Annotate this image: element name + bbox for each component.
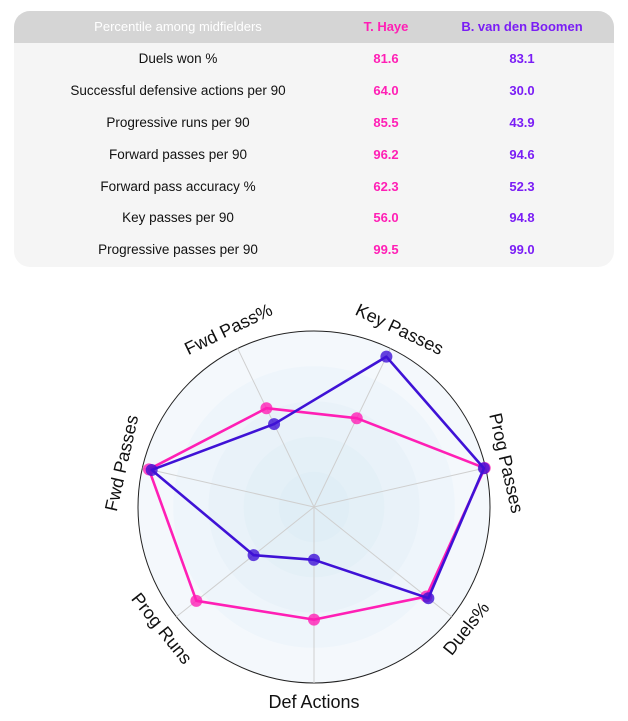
table-row: Progressive runs per 90 85.5 43.9	[14, 107, 614, 139]
row-player2-value: 52.3	[509, 178, 535, 194]
series-2-point	[247, 549, 260, 562]
row-player2-value: 83.1	[509, 51, 535, 66]
row-player1-value: 99.5	[373, 242, 399, 258]
row-metric: Progressive passes per 90	[98, 242, 258, 258]
axis-label: Prog Passes	[485, 411, 527, 515]
series-line-2	[150, 355, 486, 600]
header-player2: B. van den Boomen	[461, 19, 583, 34]
series-1-point	[350, 412, 363, 425]
series-2-point	[477, 462, 490, 475]
series-2-point	[308, 553, 320, 566]
row-player2-value: 43.9	[509, 114, 535, 130]
table-row: Forward pass accuracy % 62.3 52.3	[14, 171, 614, 203]
row-metric: Forward pass accuracy %	[100, 178, 256, 194]
row-player1-value: 56.0	[373, 210, 399, 226]
header-metric: Percentile among midfielders	[94, 19, 262, 34]
row-player1-value: 96.2	[373, 146, 399, 162]
row-player2-value: 30.0	[509, 82, 535, 98]
row-metric: Duels won %	[138, 51, 218, 66]
row-player1-value: 62.3	[373, 178, 399, 194]
radar-spoke	[313, 467, 486, 508]
axis-label: Def Actions	[268, 692, 359, 712]
radar-spoke	[313, 348, 391, 508]
series-2-point	[145, 463, 158, 476]
row-metric: Successful defensive actions per 90	[70, 82, 286, 98]
series-1-point	[260, 402, 273, 415]
table-row: Key passes per 90 56.0 94.8	[14, 202, 614, 234]
row-metric: Progressive runs per 90	[106, 114, 250, 130]
table-row: Progressive passes per 90 99.5 99.0	[14, 234, 614, 266]
row-metric: Forward passes per 90	[108, 146, 248, 162]
series-2-point	[422, 592, 435, 605]
series-2-point	[268, 418, 281, 431]
axis-label: Fwd Passes	[101, 413, 142, 513]
row-player2-value: 99.0	[509, 242, 535, 258]
row-player2-value: 94.8	[509, 210, 535, 226]
row-player1-value: 64.0	[373, 82, 399, 98]
series-1-point	[308, 613, 320, 626]
row-player1-value: 85.5	[373, 114, 399, 130]
table-row: Successful defensive actions per 90 64.0…	[14, 75, 614, 107]
table-row: Duels won % 81.6 83.1	[14, 43, 614, 75]
series-2-point	[380, 350, 393, 363]
comparison-table: Percentile among midfielders T. Haye B. …	[14, 11, 614, 267]
row-player1-value: 81.6	[373, 51, 399, 66]
table-header: Percentile among midfielders T. Haye B. …	[14, 11, 614, 43]
row-player2-value: 94.6	[509, 146, 535, 162]
row-metric: Key passes per 90	[122, 210, 234, 226]
header-player1: T. Haye	[363, 19, 409, 34]
table-row: Forward passes per 90 96.2 94.6	[14, 139, 614, 171]
series-1-point	[190, 594, 203, 607]
radar-spoke	[142, 467, 315, 508]
